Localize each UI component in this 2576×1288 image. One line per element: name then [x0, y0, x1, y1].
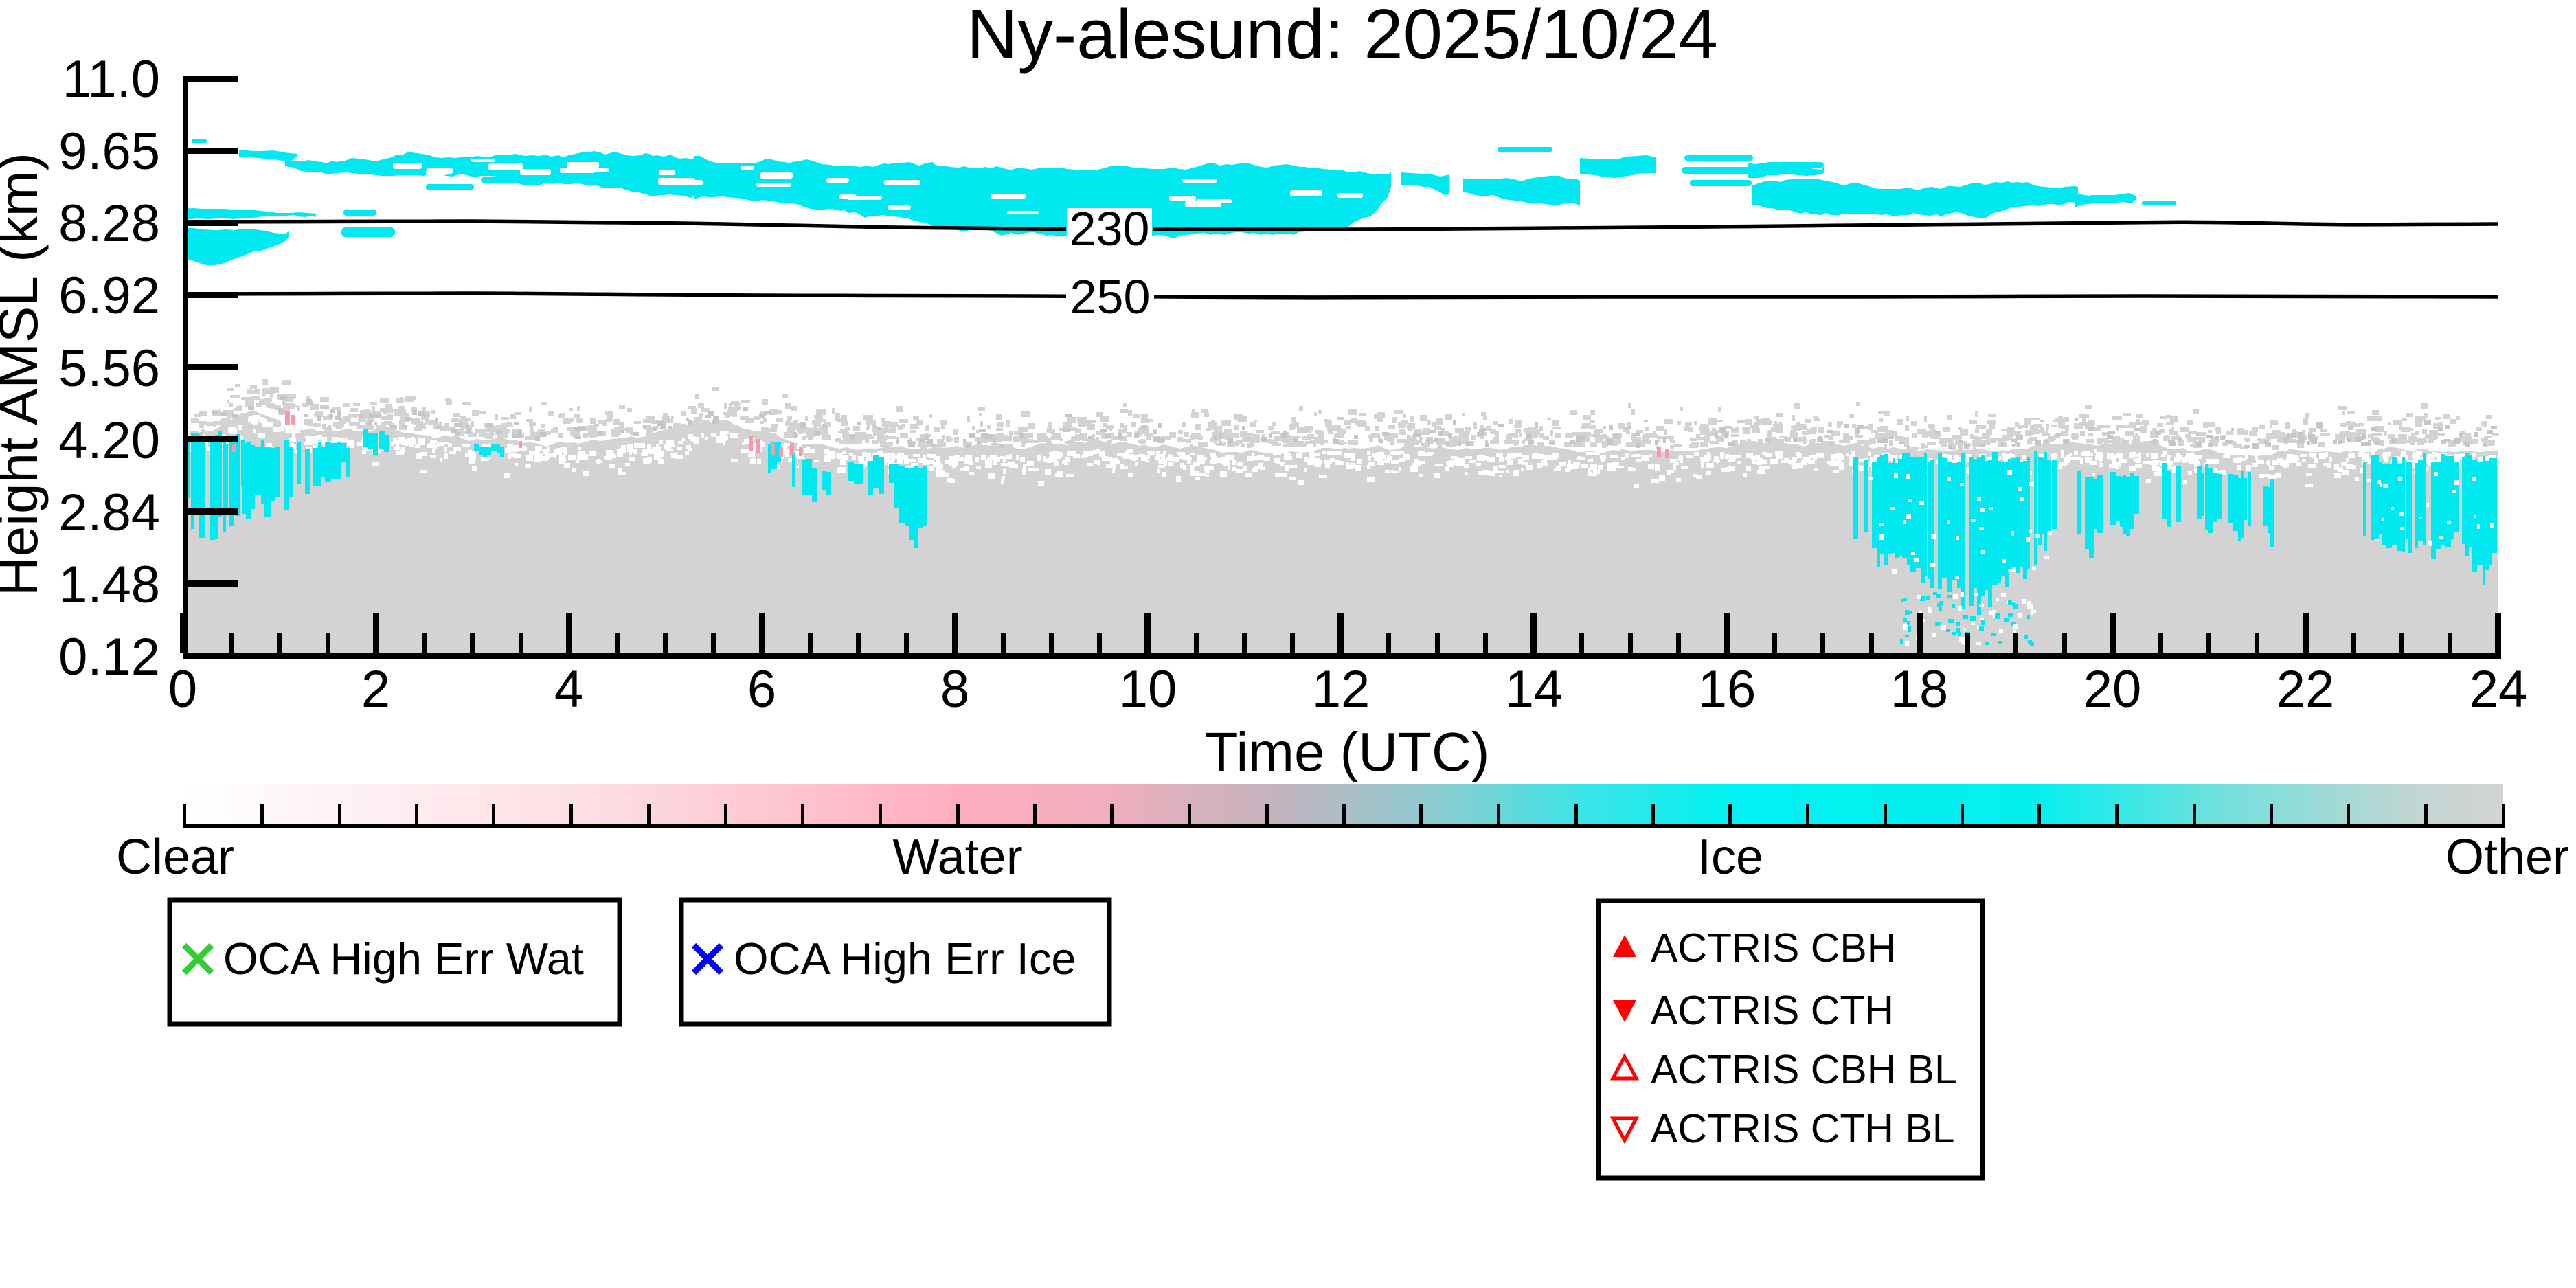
svg-text:Other: Other	[2445, 830, 2569, 885]
svg-text:ACTRIS CTH BL: ACTRIS CTH BL	[1651, 1106, 1955, 1151]
svg-text:ACTRIS CTH: ACTRIS CTH	[1651, 988, 1894, 1033]
svg-text:2.84: 2.84	[58, 484, 160, 542]
svg-text:1.48: 1.48	[58, 556, 160, 614]
svg-text:12: 12	[1312, 660, 1370, 719]
svg-text:OCA High Err Wat: OCA High Err Wat	[223, 934, 584, 984]
svg-text:ACTRIS CBH BL: ACTRIS CBH BL	[1651, 1047, 1957, 1092]
svg-text:9.65: 9.65	[58, 122, 160, 181]
svg-text:Clear: Clear	[116, 830, 234, 885]
svg-text:14: 14	[1505, 660, 1563, 719]
svg-text:250: 250	[1070, 270, 1151, 324]
svg-text:0: 0	[168, 660, 197, 719]
svg-text:4: 4	[554, 660, 583, 719]
svg-text:6.92: 6.92	[58, 267, 160, 325]
svg-text:24: 24	[2470, 660, 2528, 719]
svg-text:16: 16	[1698, 660, 1756, 719]
svg-text:230: 230	[1070, 202, 1150, 256]
svg-text:0.12: 0.12	[58, 628, 160, 686]
svg-text:10: 10	[1119, 660, 1177, 719]
svg-text:Height AMSL (km): Height AMSL (km)	[0, 152, 49, 596]
svg-text:Ny-alesund: 2025/10/24: Ny-alesund: 2025/10/24	[967, 0, 1718, 74]
svg-text:Ice: Ice	[1697, 830, 1763, 885]
svg-text:OCA High Err Ice: OCA High Err Ice	[734, 934, 1076, 984]
svg-text:20: 20	[2083, 660, 2142, 719]
svg-text:5.56: 5.56	[58, 339, 160, 398]
svg-text:18: 18	[1890, 660, 1949, 719]
svg-text:6: 6	[747, 660, 776, 719]
svg-text:8.28: 8.28	[58, 194, 160, 253]
svg-text:Water: Water	[892, 830, 1022, 885]
svg-text:8: 8	[940, 660, 969, 719]
svg-text:22: 22	[2276, 660, 2335, 719]
svg-text:4.20: 4.20	[58, 411, 160, 470]
svg-text:ACTRIS CBH: ACTRIS CBH	[1651, 925, 1896, 971]
svg-text:11.0: 11.0	[63, 50, 160, 109]
svg-text:2: 2	[361, 660, 390, 719]
svg-text:Time (UTC): Time (UTC)	[1205, 721, 1490, 782]
